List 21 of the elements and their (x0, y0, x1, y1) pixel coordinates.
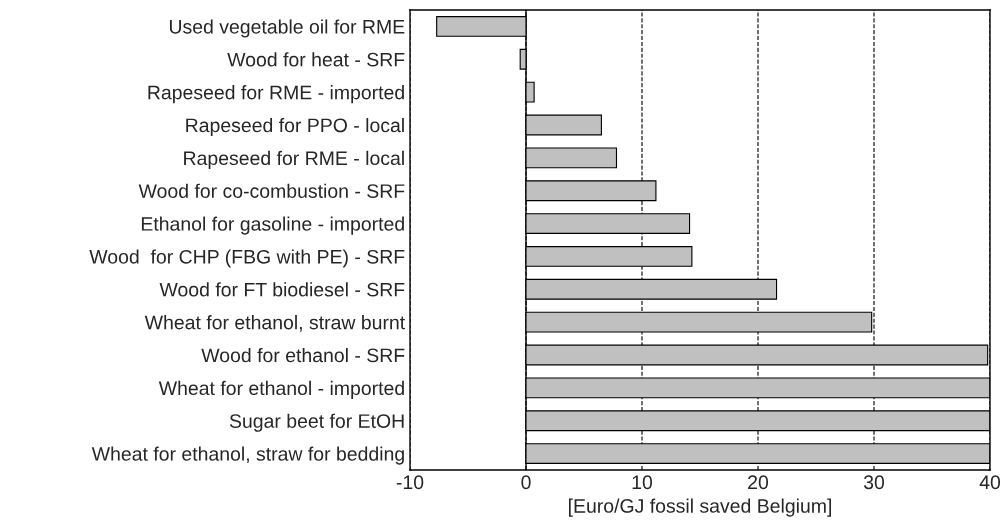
y-tick-label: Sugar beet for EtOH (229, 413, 404, 432)
x-tick-label: -10 (396, 475, 424, 490)
y-tick-label: Used vegetable oil for RME (169, 19, 405, 38)
y-tick-label: Wheat for ethanol - imported (158, 380, 404, 399)
x-tick-label: 0 (521, 475, 531, 490)
y-tick-label: Wheat for ethanol, straw burnt (144, 315, 406, 332)
y-tick-label: Wood for heat - SRF (227, 52, 405, 67)
y-tick-label: Ethanol for gasoline - imported (141, 216, 404, 235)
y-tick-label: Rapeseed for RME - local (184, 150, 404, 169)
y-tick-label: Wood for ethanol - SRF (201, 347, 405, 363)
y-tick-label: Rapeseed for RME - imported (148, 85, 404, 104)
x-tick-label: 40 (979, 475, 1001, 490)
x-tick-label: 30 (863, 475, 885, 490)
y-tick-label: Wood for CHP (FBG with PE) - SRF (89, 249, 405, 268)
y-tick-label: Wood for FT biodiesel - SRF (159, 282, 405, 297)
x-tick-label: 20 (748, 475, 769, 490)
y-tick-label: Wood for co-combustion - SRF (138, 183, 405, 198)
x-tick-label: 10 (632, 475, 653, 490)
y-tick-label: Rapeseed for PPO - local (186, 117, 404, 137)
x-axis-title: [Euro/GJ fossil saved Belgium] (569, 498, 831, 517)
y-tick-label: Wheat for ethanol, straw for bedding (91, 446, 404, 465)
